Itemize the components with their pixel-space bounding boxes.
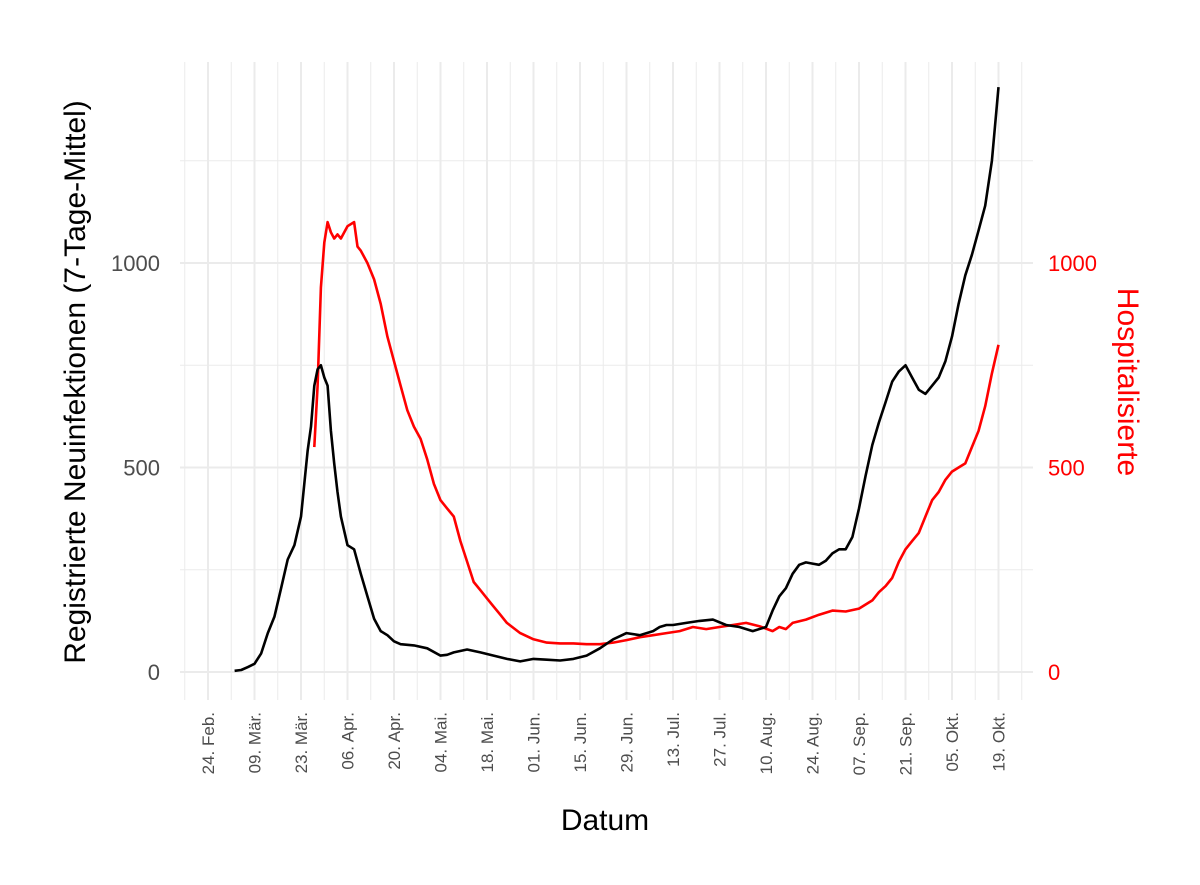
x-tick-label: 21. Sep. (897, 712, 916, 775)
x-tick-label: 20. Apr. (385, 712, 404, 770)
x-tick-label: 10. Aug. (757, 712, 776, 774)
x-tick-label: 15. Jun. (571, 712, 590, 773)
series-layer (234, 86, 1000, 673)
y-tick-label-left: 500 (123, 456, 160, 481)
y-tick-label-right: 500 (1048, 456, 1085, 481)
y-tick-label-right: 0 (1048, 660, 1060, 685)
x-tick-label: 06. Apr. (339, 712, 358, 770)
x-tick-label: 07. Sep. (850, 712, 869, 775)
x-tick-label: 13. Jul. (664, 712, 683, 767)
x-tick-label: 19. Okt. (990, 712, 1009, 772)
series-line-hospitalisierte (313, 220, 1000, 646)
x-tick-label: 27. Jul. (711, 712, 730, 767)
grid (180, 62, 1033, 700)
x-axis-title: Datum (561, 804, 649, 837)
y-axis-right-title: Hospitalisierte (1111, 288, 1144, 476)
x-tick-label: 29. Jun. (618, 712, 637, 773)
series-line-neuinfektionen (234, 86, 1000, 673)
x-tick-label: 24. Feb. (199, 712, 218, 774)
x-tick-label: 23. Mär. (292, 712, 311, 773)
y-tick-label-left: 1000 (111, 251, 160, 276)
x-tick-label: 09. Mär. (246, 712, 265, 773)
y-tick-label-right: 1000 (1048, 251, 1097, 276)
x-tick-label: 18. Mai. (478, 712, 497, 772)
x-tick-label: 04. Mai. (432, 712, 451, 772)
x-tick-label: 05. Okt. (943, 712, 962, 772)
y-axis-left-ticks: 0 500 1000 (111, 251, 160, 685)
x-axis-ticks: 24. Feb. 09. Mär. 23. Mär. 06. Apr. 20. Apr.… (199, 712, 1009, 775)
y-axis-right-ticks: 0 500 1000 (1048, 251, 1097, 685)
y-tick-label-left: 0 (148, 660, 160, 685)
x-tick-label: 01. Jun. (525, 712, 544, 773)
x-tick-label: 24. Aug. (804, 712, 823, 774)
y-axis-left-title: Registrierte Neuinfektionen (7-Tage-Mitt… (59, 100, 92, 664)
